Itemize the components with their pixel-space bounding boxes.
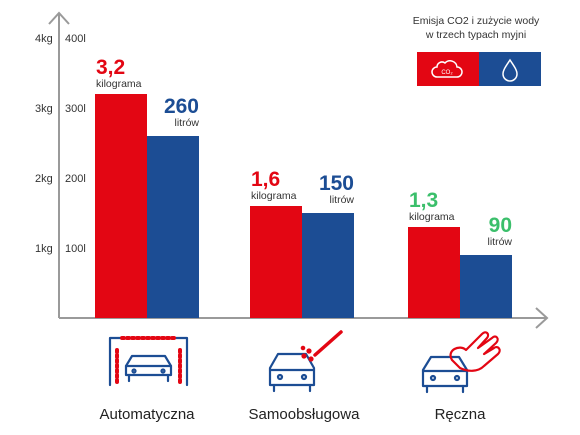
y-tick-right: 200l [65,173,86,185]
y-tick-left: 3kg [35,103,53,115]
bars [95,94,512,318]
y-tick-right: 100l [65,243,86,255]
data-label-co2-unit: kilograma [251,190,297,202]
data-label-water: 90 [489,214,512,237]
data-label-water-unit: litrów [487,236,512,248]
y-ticks-right: 100l 200l 300l 400l [65,33,86,255]
data-label-water-unit: litrów [174,117,199,129]
data-label-co2-unit: kilograma [409,211,455,223]
data-label-co2: 1,3 [409,189,438,212]
category-label: Samoobsługowa [249,406,361,423]
data-label-water: 150 [319,172,354,195]
car-hand-wash-icon [421,331,501,394]
category-label: Ręczna [435,406,487,423]
bar-co2 [95,94,147,318]
cloud-icon-label: CO₂ [441,70,453,76]
y-axis-arrow [48,11,70,25]
y-tick-left: 4kg [35,33,53,45]
y-tick-left: 2kg [35,173,53,185]
cloud-icon [431,60,463,78]
bar-water [147,136,199,318]
car-wash-tunnel-icon [108,336,189,387]
x-axis-arrow [535,307,549,329]
y-ticks-left: 1kg 2kg 3kg 4kg [35,33,53,255]
value-labels: 3,2kilograma260litrów1,6kilograma150litr… [96,56,512,248]
data-label-co2: 1,6 [251,168,280,191]
data-label-water: 260 [164,95,199,118]
y-tick-right: 400l [65,33,86,45]
bar-water [302,213,354,318]
y-tick-right: 300l [65,103,86,115]
water-drop-icon [502,58,518,82]
bar-water [460,255,512,318]
car-pressure-washer-icon [268,330,343,393]
legend-co2-swatch [417,52,479,86]
bar-co2 [250,206,302,318]
bar-co2 [408,227,460,318]
legend-title-line1: Emisja CO2 i zużycie wody [413,15,540,27]
data-label-co2: 3,2 [96,56,125,79]
data-label-water-unit: litrów [329,194,354,206]
legend-title-line2: w trzech typach myjni [425,29,526,41]
y-tick-left: 1kg [35,243,53,255]
legend: Emisja CO2 i zużycie wody w trzech typac… [413,15,541,86]
category-label: Automatyczna [99,406,195,423]
data-label-co2-unit: kilograma [96,78,142,90]
